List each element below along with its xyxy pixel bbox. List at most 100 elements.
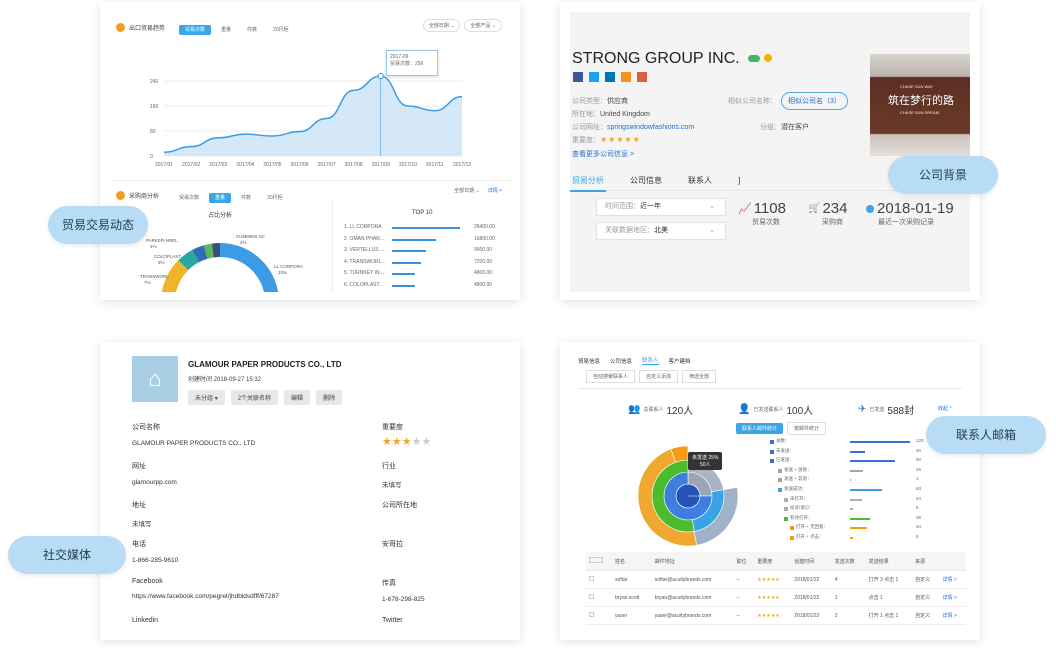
company-tab[interactable]: ] <box>738 176 741 185</box>
buyer-tab[interactable]: 重量 <box>209 193 232 203</box>
trade-tab[interactable]: 件数 <box>247 27 258 33</box>
group-select[interactable]: 未分组 ▾ <box>188 390 225 405</box>
subtab-by-contact[interactable]: 联系人邮件统计 <box>736 423 784 434</box>
select-all-checkbox[interactable] <box>589 557 603 563</box>
similar-button[interactable]: 相似公司名（3） <box>781 92 848 110</box>
contacts-tab[interactable]: 联系人 <box>642 358 659 365</box>
star-icon[interactable]: ★ <box>391 436 402 448</box>
star-icon[interactable]: ★ <box>421 436 432 448</box>
row-detail-link[interactable]: 详情 > <box>939 570 966 589</box>
top10-row[interactable]: 3. VERTELLUS ... 9600.00 <box>344 247 504 259</box>
field-label: Linkedin <box>132 617 159 624</box>
legend-row[interactable]: 总数： 120 <box>770 438 924 448</box>
contacts-tool[interactable]: 自定义添加 <box>639 370 679 383</box>
facebook-icon[interactable] <box>573 72 583 82</box>
importance-stars[interactable]: ★★★★★ <box>382 435 502 448</box>
social-created: 创建时间 2018-09-27 15:32 <box>188 377 262 383</box>
legend-row[interactable]: 发送成功： 63 <box>770 486 921 496</box>
more-info-link[interactable]: 查看更多公司信息 > <box>572 151 635 158</box>
legend-row[interactable]: 打开 + 无回复： 34 <box>770 524 921 534</box>
donut-slice[interactable] <box>219 243 279 292</box>
legend-row[interactable]: 发送 + 软退： 1 <box>770 476 920 486</box>
trade-tab[interactable]: 20尺柜 <box>273 27 289 33</box>
top10-row[interactable]: 6. COLOPLAST... 4800.00 <box>344 282 504 293</box>
row-checkbox[interactable] <box>589 576 594 581</box>
row-checkbox[interactable] <box>589 594 594 599</box>
help-icon[interactable] <box>764 54 772 62</box>
legend-row[interactable]: 投诉/退订： 6 <box>770 505 920 515</box>
trade-filter[interactable]: 全部日期 ⌄ <box>422 19 461 32</box>
donut-slice[interactable] <box>178 249 200 271</box>
donut-slice[interactable] <box>161 260 189 292</box>
donut-slice[interactable] <box>203 243 214 259</box>
contacts-tool[interactable]: 自动搜索联系人 <box>586 370 636 383</box>
table-row[interactable]: yaser yaser@acuitybrands.com -- ★★★★★ 2018/0… <box>586 606 966 625</box>
top10-row[interactable]: 5. TURNKEY IN... 4800.00 <box>344 270 504 282</box>
region-select[interactable]: 关联数据地区：北美 ⌄ <box>596 222 726 240</box>
data-point[interactable] <box>377 73 384 79</box>
legend-value: 30 <box>916 447 922 453</box>
legend-row[interactable]: 未发送： 30 <box>770 447 922 458</box>
buyer-more-link[interactable]: 详情 > <box>487 188 502 194</box>
legend-row[interactable]: 未打开： 24 <box>770 496 921 506</box>
related-names-button[interactable]: 2个关联名称 <box>230 390 279 405</box>
contacts-tab[interactable]: 贸易信息 <box>578 358 601 365</box>
company-tab[interactable]: 贸易分析 <box>572 176 604 185</box>
sunburst-segment[interactable] <box>693 486 739 546</box>
trade-filter[interactable]: 全部产品 ⌄ <box>464 19 502 32</box>
toggle-icon[interactable] <box>748 54 760 62</box>
trade-tab[interactable]: 重量 <box>221 27 232 33</box>
summary-label: 总联系人 <box>643 407 664 413</box>
rss-icon[interactable] <box>621 72 631 82</box>
donut-label-name: PARKER-NREL <box>146 238 178 243</box>
edit-button[interactable]: 编辑 <box>284 390 311 405</box>
top10-row[interactable]: 1. LL CORPORA 26400.00 <box>344 224 504 236</box>
star-icon[interactable]: ★ <box>401 436 412 448</box>
row-detail-link[interactable]: 详情 > <box>939 606 966 625</box>
legend-row[interactable]: 发送 + 链接： 26 <box>770 467 921 477</box>
linkedin-icon[interactable] <box>605 72 615 82</box>
buyer-tab[interactable]: 贸易次数 <box>179 195 200 201</box>
donut-slice[interactable] <box>192 245 208 263</box>
column-header: 邮件地址 <box>651 552 734 571</box>
legend-value: 1 <box>916 476 919 482</box>
buyer-tab[interactable]: 件数 <box>241 195 252 201</box>
company-tabs: 贸易分析 公司信息 联系人] <box>572 175 766 186</box>
series-area <box>164 76 462 156</box>
legend-row[interactable]: 已发送： 90 <box>770 457 921 467</box>
star-icon[interactable]: ★ <box>382 436 392 448</box>
clock-icon <box>866 204 874 213</box>
subtab-by-email[interactable]: 按邮件统计 <box>787 422 827 435</box>
top10-row[interactable]: 4. TRANSWORL... 7200.00 <box>344 259 504 271</box>
star-icon[interactable]: ★ <box>411 436 422 448</box>
row-checkbox[interactable] <box>589 612 594 617</box>
contacts-tab[interactable]: 公司信息 <box>610 358 633 365</box>
video-icon[interactable] <box>637 72 647 82</box>
field-value[interactable]: https://www.facebook.com/pegret/jhdbldsd… <box>132 593 279 600</box>
time-range-value: 近一年 <box>640 203 661 210</box>
x-tick-label: 2017/11 <box>426 162 444 168</box>
legend-row[interactable]: 有效打开： 39 <box>770 515 921 525</box>
website-link[interactable]: springswindowfashions.com <box>607 124 695 131</box>
field-value[interactable]: glamourpp.com <box>132 479 177 486</box>
table-row[interactable]: bryan.scott bryan@acuitybrands.com -- ★★★★★… <box>586 588 966 607</box>
delete-button[interactable]: 删除 <box>316 390 343 405</box>
twitter-icon[interactable] <box>589 72 599 82</box>
field-label: 安哥拉 <box>382 541 403 548</box>
buyer-filter[interactable]: 全部日期 ⌄ <box>454 188 480 194</box>
buyer-tab[interactable]: 20尺柜 <box>267 195 283 201</box>
time-range-select[interactable]: 时间范围：近一年 ⌄ <box>596 198 726 216</box>
collapse-link[interactable]: 收起 ^ <box>938 406 952 412</box>
row-detail-link[interactable]: 详情 > <box>939 588 966 607</box>
company-tab[interactable]: 公司信息 <box>630 176 662 185</box>
donut-slice[interactable] <box>211 243 221 258</box>
top10-row[interactable]: 2. OMAN PHAR... 16800.00 <box>344 236 504 248</box>
legend-swatch <box>778 468 782 473</box>
y-tick-label: 80 <box>150 129 156 135</box>
company-tab[interactable]: 联系人 <box>688 176 712 185</box>
contacts-tool[interactable]: 筛选全部 <box>682 370 717 383</box>
table-row[interactable]: softar softar@acuitybrands.com -- ★★★★★ 2018… <box>586 570 966 589</box>
contacts-tab[interactable]: 客户建档 <box>668 358 691 365</box>
trade-tab[interactable]: 贸易次数 <box>179 25 212 35</box>
legend-row[interactable]: 打开 + 点击： 5 <box>770 534 920 544</box>
